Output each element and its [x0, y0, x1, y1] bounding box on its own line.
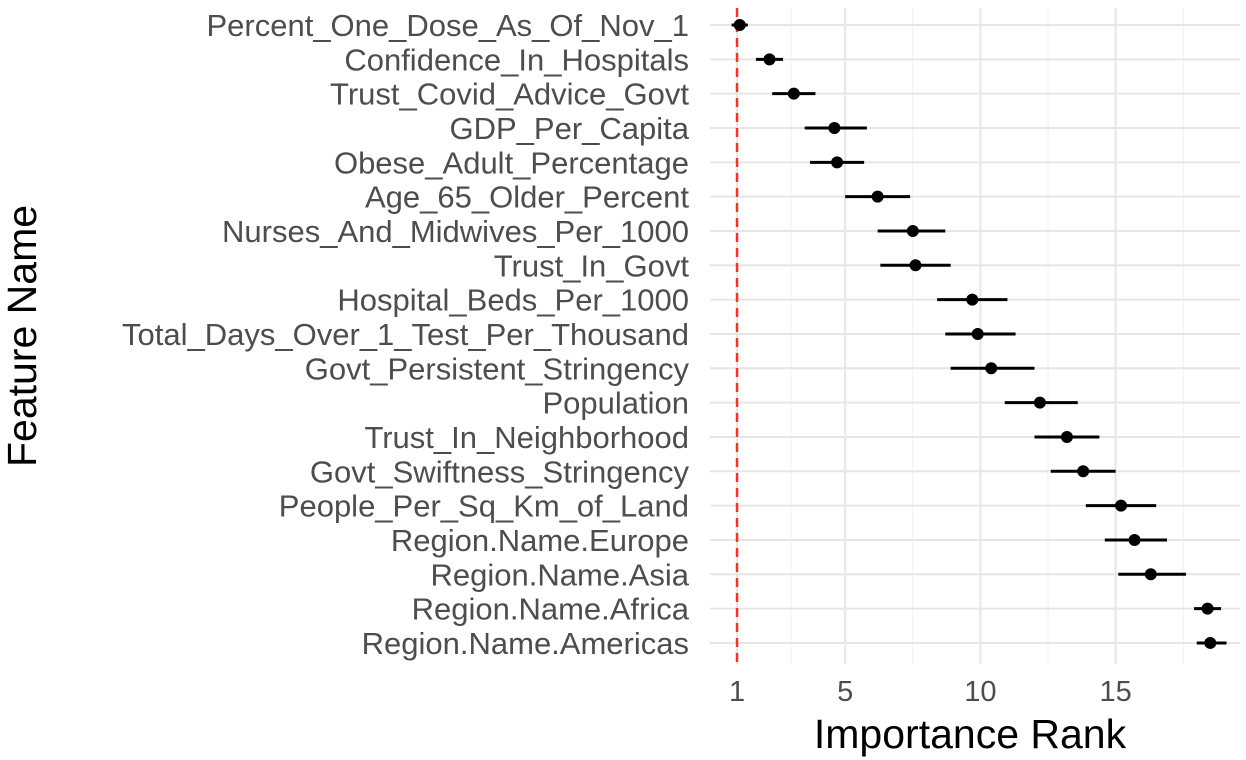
data-point: [1204, 636, 1217, 649]
y-tick-label: Region.Name.Americas: [362, 626, 689, 661]
data-point: [733, 19, 746, 31]
data-point: [1033, 396, 1046, 409]
y-tick-label: Confidence_In_Hospitals: [344, 42, 689, 77]
data-point: [871, 190, 884, 203]
x-tick-label: 15: [1099, 676, 1131, 708]
data-point: [985, 362, 998, 375]
y-tick-label: Region.Name.Asia: [431, 557, 690, 592]
y-tick-label: Total_Days_Over_1_Test_Per_Thousand: [122, 317, 689, 352]
data-point: [1144, 568, 1157, 581]
data-point: [1128, 533, 1141, 546]
y-tick-label: Population: [542, 386, 689, 421]
y-tick-label: GDP_Per_Capita: [449, 111, 689, 146]
data-point: [966, 293, 979, 306]
x-axis-title: Importance Rank: [814, 711, 1127, 757]
y-tick-label: Govt_Persistent_Stringency: [305, 351, 690, 386]
y-axis-title: Feature Name: [0, 205, 45, 467]
data-point: [1060, 430, 1073, 443]
data-point: [909, 259, 922, 272]
data-point: [763, 53, 776, 66]
y-tick-label: Hospital_Beds_Per_1000: [337, 283, 689, 318]
y-tick-label: Region.Name.Europe: [391, 523, 689, 558]
y-tick-labels: Percent_One_Dose_As_Of_Nov_1Confidence_I…: [122, 8, 690, 661]
x-tick-labels: 1 5 10 15: [729, 676, 1132, 708]
x-tick-label: 5: [837, 676, 853, 708]
y-tick-label: Obese_Adult_Percentage: [334, 145, 689, 180]
point-layer: [733, 19, 1217, 649]
y-tick-label: Region.Name.Africa: [412, 592, 690, 627]
x-tick-label: 1: [729, 676, 745, 708]
y-tick-label: Trust_Covid_Advice_Govt: [330, 77, 689, 112]
y-tick-label: People_Per_Sq_Km_of_Land: [279, 489, 689, 524]
y-tick-label: Age_65_Older_Percent: [365, 180, 689, 215]
data-point: [971, 327, 984, 340]
y-tick-label: Percent_One_Dose_As_Of_Nov_1: [206, 8, 689, 43]
data-point: [828, 121, 841, 134]
y-tick-label: Govt_Swiftness_Stringency: [310, 454, 690, 489]
data-point: [1115, 499, 1128, 512]
y-tick-label: Trust_In_Neighborhood: [364, 420, 689, 455]
data-point: [831, 156, 844, 169]
data-point: [906, 224, 919, 237]
x-tick-label: 10: [964, 676, 996, 708]
y-tick-label: Trust_In_Govt: [494, 248, 690, 283]
y-tick-label: Nurses_And_Midwives_Per_1000: [222, 214, 689, 249]
data-point: [787, 87, 800, 100]
data-point: [1201, 602, 1214, 615]
data-point: [1077, 465, 1090, 478]
